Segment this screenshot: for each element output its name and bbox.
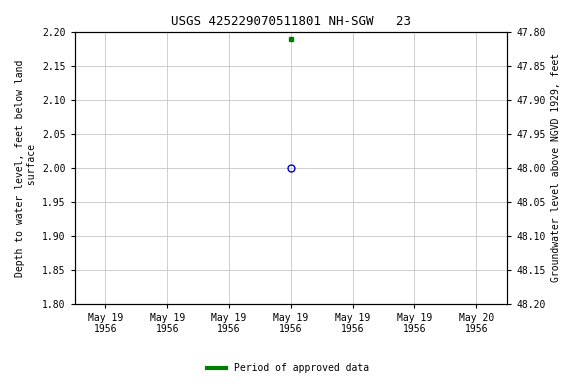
Y-axis label: Groundwater level above NGVD 1929, feet: Groundwater level above NGVD 1929, feet (551, 53, 561, 283)
Legend: Period of approved data: Period of approved data (203, 359, 373, 377)
Y-axis label: Depth to water level, feet below land
 surface: Depth to water level, feet below land su… (15, 59, 37, 276)
Title: USGS 425229070511801 NH-SGW   23: USGS 425229070511801 NH-SGW 23 (171, 15, 411, 28)
